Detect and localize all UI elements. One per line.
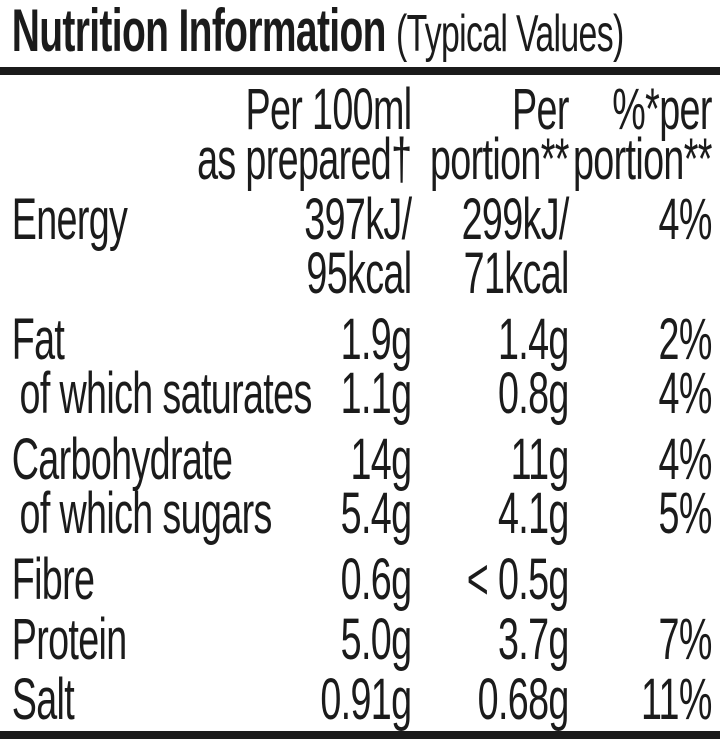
top-rule — [0, 67, 720, 75]
nutrient-label: of which saturates — [19, 361, 313, 426]
value-per-100ml: 5.4g — [340, 481, 412, 546]
table-row-protein: Protein 5.0g 3.7g 7% — [11, 607, 713, 672]
value-per-100ml: 5.0g — [340, 607, 412, 672]
nutrient-label: Energy — [11, 187, 128, 252]
value-percent: 4% — [658, 361, 713, 426]
nutrient-label: Salt — [11, 667, 75, 732]
page-title: Nutrition Information (Typical Values) — [11, 0, 713, 64]
table-row-fibre: Fibre 0.6g < 0.5g — [11, 547, 713, 612]
title-suffix: (Typical Values) — [396, 5, 624, 63]
table-row-fat: Fat 1.9g 1.4g 2% — [11, 307, 713, 372]
value-per-portion: < 0.5g — [466, 547, 570, 612]
value-per-portion: 0.8g — [497, 361, 569, 426]
title-main: Nutrition Information — [11, 0, 387, 64]
value-percent: 5% — [658, 481, 713, 546]
value-per-portion: 0.68g — [477, 667, 570, 732]
value-per-portion: 1.4g — [497, 307, 569, 372]
value-percent: 7% — [658, 607, 713, 672]
value-per-100ml: 0.6g — [340, 547, 412, 612]
value-per-100ml: 1.9g — [340, 307, 412, 372]
value-percent: 4% — [658, 427, 713, 492]
value-percent — [569, 553, 712, 607]
value-per-portion: 11g — [510, 427, 570, 492]
value-per-100ml: 14g — [350, 427, 412, 492]
value-percent: 4% — [658, 187, 713, 252]
nutrient-label: Fibre — [11, 547, 95, 612]
value-per-100ml: 0.91g — [320, 667, 412, 732]
value-per-100ml: 397kJ/ 95kcal — [304, 187, 412, 306]
table-row-energy: Energy 397kJ/ 95kcal 299kJ/ 71kcal 4% — [11, 187, 713, 306]
value-percent: 11% — [641, 667, 712, 732]
table-row-carbohydrate: Carbohydrate 14g 11g 4% — [11, 427, 713, 492]
table-row-salt: Salt 0.91g 0.68g 11% — [11, 667, 713, 732]
value-percent: 2% — [658, 307, 713, 372]
value-per-portion: 299kJ/ 71kcal — [461, 187, 570, 306]
nutrient-label: Fat — [11, 307, 65, 372]
nutrient-label: of which sugars — [19, 481, 273, 546]
table-row-sugars: of which sugars 5.4g 4.1g 5% — [12, 481, 713, 546]
column-header-per-100ml: Per 100ml as prepared† — [197, 77, 412, 192]
nutrient-label: Protein — [11, 607, 128, 672]
column-header-percent-per-portion: %*per portion** — [572, 77, 712, 192]
value-per-portion: 4.1g — [497, 481, 569, 546]
nutrient-label: Carbohydrate — [11, 427, 233, 492]
value-per-portion: 3.7g — [497, 607, 569, 672]
value-per-100ml: 1.1g — [340, 361, 412, 426]
table-header: Per 100ml as prepared† Per portion** %*p… — [12, 77, 713, 192]
column-header-per-portion: Per portion** — [429, 77, 569, 192]
bottom-rule — [0, 731, 720, 739]
table-row-saturates: of which saturates 1.1g 0.8g 4% — [12, 361, 713, 426]
